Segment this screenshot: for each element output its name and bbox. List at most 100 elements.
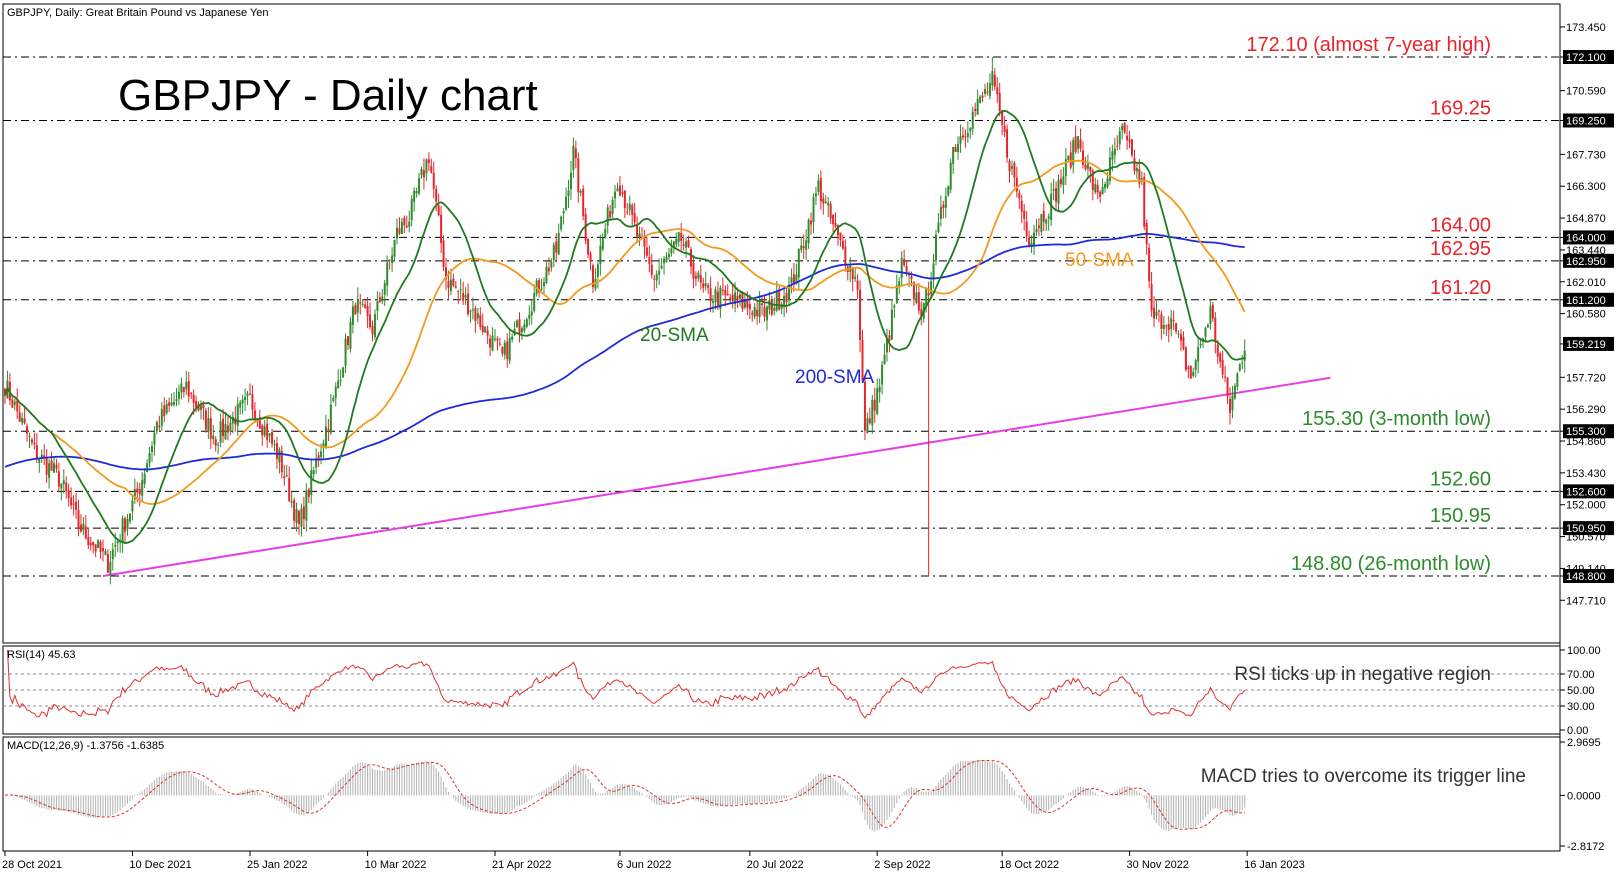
candle-body	[251, 393, 254, 410]
candle-body	[817, 180, 820, 192]
candle-body	[347, 336, 349, 346]
macd-layer	[4, 759, 1246, 832]
price-tick-label: 164.000	[1566, 232, 1606, 244]
price-tick-label: 156.290	[1566, 404, 1606, 416]
candle-body	[405, 225, 408, 228]
candle-body	[807, 219, 810, 244]
sma50-label: 50-SMA	[1065, 250, 1134, 271]
candle-body	[631, 205, 634, 215]
candle-body	[547, 267, 550, 272]
candle-body	[697, 272, 700, 279]
candle-body	[116, 541, 119, 544]
candle-body	[320, 451, 323, 457]
candle-body	[258, 417, 261, 429]
candle-body	[993, 74, 996, 87]
candle-body	[415, 191, 418, 194]
candle-body	[43, 455, 46, 458]
candle-body	[1131, 139, 1133, 156]
candle-body	[609, 211, 612, 218]
candle-body	[1135, 168, 1138, 172]
candle-body	[244, 396, 247, 400]
candle-body	[131, 500, 134, 512]
level-label-2: 164.00	[1430, 214, 1491, 236]
sma20-label: 20-SMA	[640, 325, 709, 346]
candle-body	[1209, 306, 1212, 324]
candle-body	[859, 289, 862, 341]
candle-body	[577, 158, 580, 193]
candle-body	[866, 418, 869, 434]
candle-body	[271, 432, 274, 444]
candle-body	[518, 319, 521, 336]
candle-body	[690, 249, 692, 267]
candle-body	[856, 280, 859, 290]
candle-body	[217, 444, 220, 446]
candle-body	[743, 300, 746, 308]
candle-body	[1086, 163, 1089, 169]
candle-body	[459, 289, 462, 291]
candle-body	[868, 418, 871, 423]
candle-body	[984, 89, 986, 94]
candle-body	[677, 232, 680, 242]
candle-body	[633, 212, 636, 223]
candle-body	[917, 292, 920, 311]
candle-body	[151, 446, 153, 453]
candle-body	[653, 278, 656, 280]
candle-body	[861, 340, 864, 382]
candle-body	[802, 245, 805, 249]
candle-body	[1050, 193, 1053, 221]
candle-body	[104, 551, 107, 555]
candle-body	[837, 224, 839, 236]
sma200-line	[4, 232, 1245, 471]
date-tick-label: 16 Jan 2023	[1244, 859, 1305, 871]
sma20-line	[4, 109, 1245, 545]
price-tick-label: 152.600	[1566, 486, 1606, 498]
date-tick-label: 25 Jan 2022	[247, 859, 308, 871]
candle-body	[53, 463, 55, 473]
candle-body	[219, 421, 222, 443]
candle-body	[457, 290, 460, 292]
candle-body	[935, 234, 937, 261]
candle-body	[391, 255, 394, 264]
candle-body	[383, 282, 386, 295]
level-label-0: 172.10 (almost 7-year high)	[1246, 34, 1491, 56]
candle-body	[560, 216, 563, 230]
candle-body	[18, 412, 21, 422]
candle-body	[886, 338, 888, 353]
support-trendline	[102, 376, 1331, 577]
candle-body	[829, 204, 832, 219]
candle-body	[87, 537, 90, 546]
candle-body	[719, 287, 722, 310]
candle-body	[214, 439, 217, 446]
candle-body	[253, 410, 256, 421]
candle-body	[136, 488, 139, 493]
candle-body	[596, 264, 599, 277]
candle-body	[1226, 377, 1229, 397]
candle-body	[1123, 123, 1126, 133]
candle-body	[263, 426, 266, 436]
candle-body	[1015, 177, 1018, 192]
candle-body	[618, 185, 621, 196]
candle-body	[645, 247, 648, 256]
candle-body	[97, 540, 100, 548]
candle-body	[770, 299, 773, 315]
candle-body	[1148, 247, 1151, 282]
candle-body	[273, 444, 276, 446]
candle-body	[1013, 163, 1016, 178]
candle-body	[1055, 188, 1058, 202]
candle-body	[60, 483, 63, 489]
level-label-3: 162.95	[1430, 238, 1491, 260]
candle-body	[126, 519, 129, 530]
candle-body	[800, 245, 803, 251]
candle-body	[851, 268, 854, 280]
candle-body	[16, 400, 19, 412]
candle-body	[694, 275, 697, 279]
candle-body	[665, 256, 668, 263]
candle-body	[765, 306, 768, 321]
candle-body	[1221, 360, 1224, 375]
candle-body	[692, 262, 695, 279]
candle-body	[422, 170, 425, 178]
candle-body	[672, 241, 675, 248]
candle-body	[266, 423, 269, 440]
candle-body	[643, 238, 646, 247]
level-label-5: 155.30 (3-month low)	[1302, 408, 1491, 430]
